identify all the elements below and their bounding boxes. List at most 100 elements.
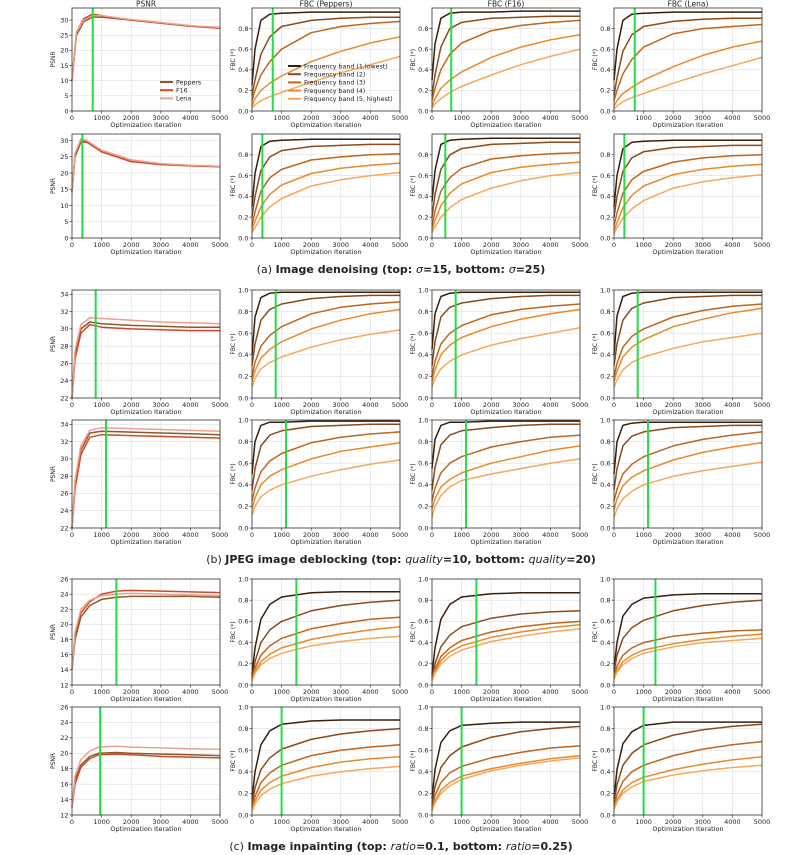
series-line-3 bbox=[71, 745, 221, 808]
y-tick-label: 0.2 bbox=[600, 503, 610, 511]
x-tick-label: 1000 bbox=[453, 241, 470, 249]
plot-area bbox=[614, 8, 762, 111]
x-axis-label: Optimization Iteration bbox=[110, 695, 181, 703]
plot-frame bbox=[71, 578, 221, 686]
y-tick-label: 0.0 bbox=[418, 107, 428, 115]
y-tick-label: 0.8 bbox=[238, 597, 248, 605]
x-tick-label: 3000 bbox=[333, 401, 350, 409]
x-tick-label: 2000 bbox=[303, 401, 320, 409]
series-line-2 bbox=[251, 423, 400, 491]
x-axis-label: Optimization Iteration bbox=[110, 408, 181, 416]
series-line-2 bbox=[613, 294, 762, 366]
series-line-5 bbox=[613, 637, 763, 680]
series-line-3 bbox=[251, 616, 401, 679]
y-tick-label: 1.0 bbox=[418, 286, 428, 294]
x-tick-label: 2000 bbox=[123, 818, 140, 826]
y-tick-label: 26 bbox=[60, 360, 68, 368]
x-tick-label: 0 bbox=[612, 688, 616, 696]
x-tick-label: 1000 bbox=[273, 241, 290, 249]
x-tick-label: 5000 bbox=[392, 531, 409, 539]
series-line-1 bbox=[613, 593, 762, 670]
y-tick-label: 24 bbox=[60, 377, 68, 385]
x-tick-label: 3000 bbox=[695, 531, 712, 539]
caption-part: =0.1, bottom: bbox=[416, 840, 506, 853]
caption-part: (c) bbox=[229, 840, 247, 853]
subplot-12: 0 1000 2000 3000 4000 5000 0.0 0.2 0.4 0.6 0.8 1.0 O… bbox=[592, 286, 770, 416]
plot-frame bbox=[613, 7, 763, 112]
y-tick-label: 15 bbox=[60, 186, 68, 194]
y-tick-label: 0.4 bbox=[238, 768, 248, 776]
y-tick-label: 0.8 bbox=[600, 725, 610, 733]
x-tick-label: 5000 bbox=[212, 401, 229, 409]
plot-area bbox=[614, 579, 762, 685]
y-tick-label: 10 bbox=[60, 202, 68, 210]
x-tick-label: 2000 bbox=[665, 114, 682, 122]
x-tick-label: 2000 bbox=[123, 401, 140, 409]
plot-area bbox=[252, 134, 400, 238]
x-tick-label: 4000 bbox=[724, 401, 741, 409]
y-tick-label: 32 bbox=[60, 308, 68, 316]
caption-part: σ bbox=[416, 263, 424, 276]
y-axis-label: FBC (*) bbox=[592, 49, 599, 70]
y-tick-label: 0.2 bbox=[238, 214, 248, 222]
x-tick-label: 5000 bbox=[212, 818, 229, 826]
y-axis-label: FBC (*) bbox=[230, 175, 237, 196]
x-axis-label: Optimization Iteration bbox=[290, 538, 361, 546]
x-tick-label: 3000 bbox=[695, 401, 712, 409]
x-tick-label: 5000 bbox=[572, 818, 589, 826]
plot-frame bbox=[251, 7, 401, 112]
x-tick-label: 0 bbox=[250, 241, 254, 249]
series-line-4 bbox=[251, 308, 401, 383]
y-tick-label: 0 bbox=[64, 234, 68, 242]
y-tick-label: 16 bbox=[60, 780, 68, 788]
y-tick-label: 0.8 bbox=[600, 25, 610, 33]
y-tick-label: 0.6 bbox=[600, 618, 610, 626]
plot-frame bbox=[71, 289, 221, 399]
x-tick-label: 5000 bbox=[754, 688, 771, 696]
y-tick-label: 10 bbox=[60, 77, 68, 85]
y-tick-label: 0.4 bbox=[600, 193, 610, 201]
subplot-10: 0 1000 2000 3000 4000 5000 0.0 0.2 0.4 0.6 0.8 1.0 O… bbox=[230, 286, 408, 416]
plot-frame bbox=[71, 7, 221, 112]
series-line-4 bbox=[431, 34, 581, 107]
x-tick-label: 5000 bbox=[392, 688, 409, 696]
y-tick-label: 0.6 bbox=[418, 172, 428, 180]
x-tick-label: 2000 bbox=[303, 531, 320, 539]
plot-frame bbox=[613, 706, 763, 816]
y-tick-label: 0.2 bbox=[418, 660, 428, 668]
x-tick-label: 1000 bbox=[93, 401, 110, 409]
plot-frame bbox=[251, 578, 401, 686]
series-line-4 bbox=[613, 163, 763, 231]
x-tick-label: 0 bbox=[70, 114, 74, 122]
x-axis-label: Optimization Iteration bbox=[652, 538, 723, 546]
x-tick-label: 3000 bbox=[153, 401, 170, 409]
y-tick-label: 0.4 bbox=[238, 66, 248, 74]
x-tick-label: 3000 bbox=[333, 241, 350, 249]
x-tick-label: 4000 bbox=[362, 531, 379, 539]
series-line-2 bbox=[431, 423, 580, 491]
y-tick-label: 0 bbox=[64, 107, 68, 115]
y-tick-label: 0.0 bbox=[600, 394, 610, 402]
series-line-3 bbox=[71, 427, 221, 529]
y-tick-label: 0.4 bbox=[418, 193, 428, 201]
series-line-3 bbox=[613, 431, 763, 502]
series-line-2 bbox=[431, 294, 580, 366]
y-tick-label: 15 bbox=[60, 62, 68, 70]
y-tick-label: 0.8 bbox=[238, 308, 248, 316]
x-tick-label: 2000 bbox=[483, 818, 500, 826]
x-tick-label: 0 bbox=[430, 818, 434, 826]
plot-frame bbox=[613, 133, 763, 239]
y-axis-label: FBC (*) bbox=[410, 175, 417, 196]
x-tick-label: 4000 bbox=[182, 241, 199, 249]
x-tick-label: 3000 bbox=[513, 531, 530, 539]
y-tick-label: 0.6 bbox=[600, 330, 610, 338]
x-tick-label: 5000 bbox=[212, 531, 229, 539]
y-tick-label: 1.0 bbox=[418, 703, 428, 711]
plot-frame bbox=[71, 419, 221, 529]
y-tick-label: 1.0 bbox=[238, 416, 248, 424]
y-tick-label: 0.2 bbox=[600, 87, 610, 95]
x-tick-label: 4000 bbox=[182, 531, 199, 539]
x-tick-label: 4000 bbox=[542, 531, 559, 539]
y-axis-label: FBC (*) bbox=[592, 750, 599, 771]
